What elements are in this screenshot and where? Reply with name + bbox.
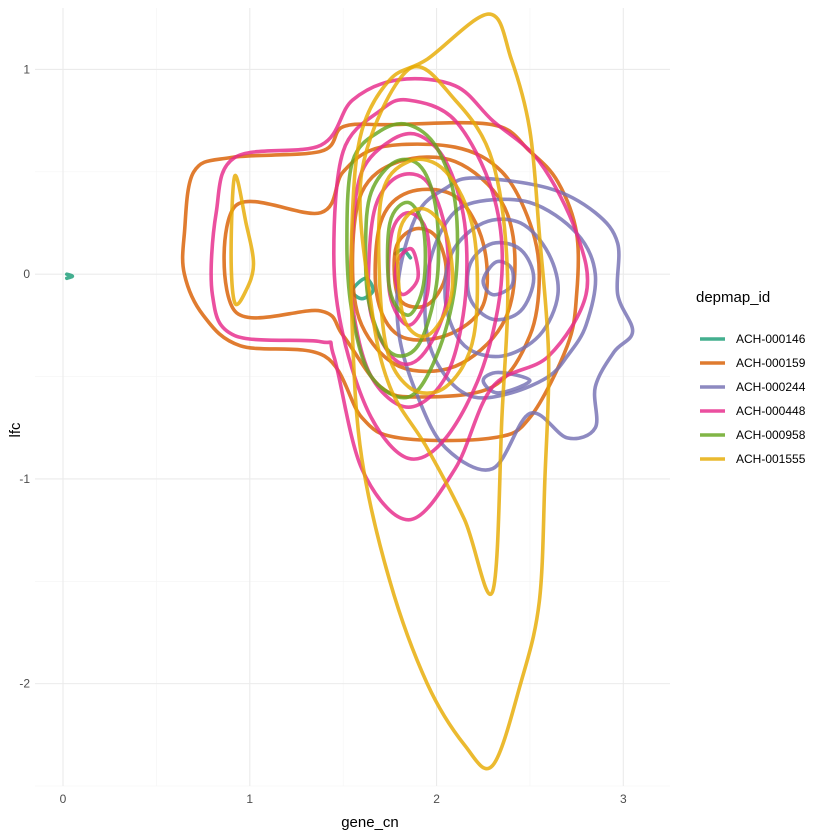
legend-label: ACH-000159 xyxy=(736,356,806,370)
legend-items: ACH-000146 ACH-000159 ACH-000244 ACH-000448… xyxy=(700,332,806,466)
legend-title: depmap_id xyxy=(696,289,770,306)
contour-layer xyxy=(65,12,635,771)
y-axis-ticks: -2 -1 0 1 xyxy=(19,62,30,690)
contour-line xyxy=(385,200,428,317)
contour-line xyxy=(229,174,256,307)
contour-line xyxy=(481,370,532,395)
y-tick-label: -2 xyxy=(19,677,30,691)
contour-line xyxy=(393,246,421,297)
y-axis-title: lfc xyxy=(7,422,24,438)
series-ach-000244 xyxy=(395,176,635,472)
x-tick-label: 2 xyxy=(433,792,440,806)
legend-label: ACH-001555 xyxy=(736,452,806,466)
contour-line xyxy=(350,276,375,301)
x-tick-label: 0 xyxy=(60,792,67,806)
contour-line xyxy=(358,64,510,597)
legend: depmap_id ACH-000146 ACH-000159 ACH-000244… xyxy=(696,289,806,466)
series-ach-001555 xyxy=(229,12,551,771)
legend-label: ACH-000448 xyxy=(736,404,806,418)
contour-line xyxy=(376,157,480,395)
y-tick-label: 0 xyxy=(23,267,30,281)
x-axis-title: gene_cn xyxy=(341,814,399,831)
contour-line xyxy=(65,272,75,281)
contour-line xyxy=(209,76,590,522)
contour-line xyxy=(443,217,561,359)
legend-label: ACH-000958 xyxy=(736,428,806,442)
contour-line xyxy=(349,12,551,771)
y-tick-label: -1 xyxy=(19,472,30,486)
contour-line xyxy=(481,259,516,297)
x-axis-ticks: 0 1 2 3 xyxy=(60,792,627,806)
contour-line xyxy=(332,97,505,461)
legend-label: ACH-000146 xyxy=(736,332,806,346)
series-ach-000448 xyxy=(209,76,590,522)
x-tick-label: 1 xyxy=(246,792,253,806)
legend-label: ACH-000244 xyxy=(736,380,806,394)
contour-line xyxy=(180,120,581,443)
contour-line xyxy=(373,187,490,342)
contour-line xyxy=(395,206,455,339)
y-tick-label: 1 xyxy=(23,62,30,76)
x-tick-label: 3 xyxy=(620,792,627,806)
